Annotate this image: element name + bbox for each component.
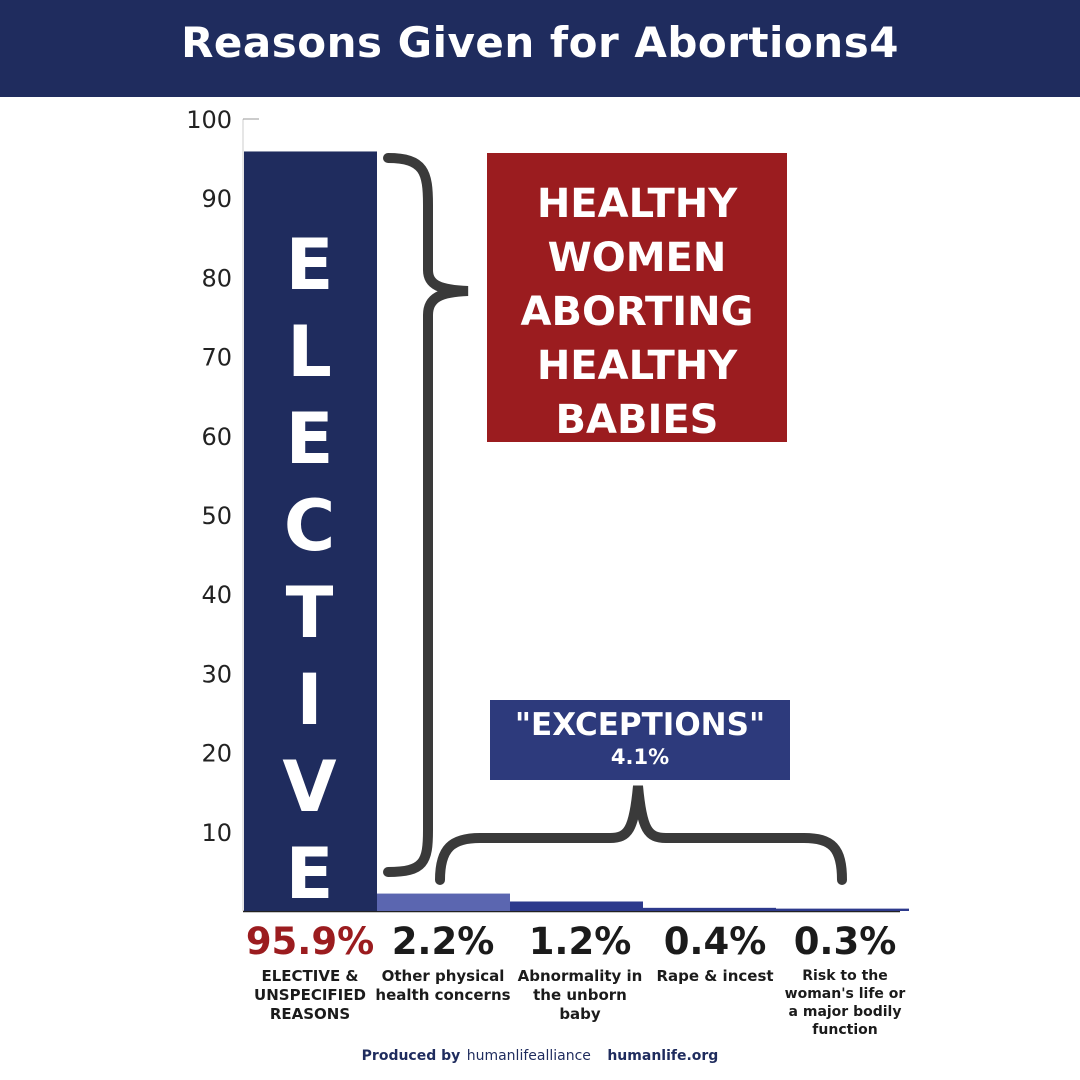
- elective-brace: [383, 153, 469, 877]
- y-tick-label: 90: [201, 185, 232, 213]
- exceptions-total: 4.1%: [610, 745, 670, 769]
- y-tick-label: 50: [201, 502, 232, 530]
- page-title: Reasons Given for Abortions4: [181, 18, 899, 67]
- category-value: 0.3%: [793, 920, 897, 963]
- title-banner: [0, 0, 1080, 97]
- bars: [244, 151, 909, 912]
- category-value: 0.4%: [663, 920, 767, 963]
- website-link[interactable]: humanlife.org: [607, 1048, 719, 1064]
- category-label: Rape & incest: [656, 967, 774, 985]
- category-label: ELECTIVE & UNSPECIFIED REASONS: [254, 967, 366, 1023]
- y-tick-label: 40: [201, 581, 232, 609]
- category-value: 95.9%: [245, 920, 375, 963]
- elective-bar-label: E L E C T I V E: [282, 224, 337, 915]
- y-tick-label: 100: [186, 106, 232, 134]
- brand-logo-text: humanlifealliance: [466, 1048, 591, 1064]
- exceptions-box: "EXCEPTIONS" 4.1%: [490, 700, 790, 780]
- category-value: 1.2%: [528, 920, 632, 963]
- callout-box: HEALTHY WOMEN ABORTING HEALTHY BABIES: [487, 153, 787, 443]
- bar: [643, 907, 776, 911]
- bar: [510, 901, 643, 911]
- category-label: Risk to the woman's life or a major bodi…: [784, 968, 906, 1038]
- y-tick-label: 10: [201, 819, 232, 847]
- y-tick-label: 60: [201, 423, 232, 451]
- y-tick-label: 20: [201, 740, 232, 768]
- category-label: Abnormality in the unborn baby: [517, 967, 643, 1023]
- produced-by-text: Produced by: [361, 1048, 461, 1064]
- footer: Produced by humanlifealliance humanlife.…: [0, 1048, 1080, 1064]
- category-rape-incest: 0.4% Rape & incest: [648, 920, 782, 986]
- category-abnormality: 1.2% Abnormality in the unborn baby: [510, 920, 650, 1024]
- y-axis: 10 20 30 40 50 60 70 80 90 100: [186, 106, 900, 913]
- exceptions-title: "EXCEPTIONS": [514, 707, 766, 743]
- category-value: 2.2%: [391, 920, 495, 963]
- category-physical-health: 2.2% Other physical health concerns: [372, 920, 514, 1005]
- bar: [776, 908, 909, 911]
- bar: [377, 893, 510, 911]
- callout-text: HEALTHY WOMEN ABORTING HEALTHY BABIES: [520, 181, 754, 443]
- category-label: Other physical health concerns: [375, 967, 511, 1004]
- category-life-risk: 0.3% Risk to the woman's life or a major…: [780, 920, 910, 1039]
- category-elective: 95.9% ELECTIVE & UNSPECIFIED REASONS: [238, 920, 382, 1024]
- y-tick-label: 30: [201, 660, 232, 688]
- bar: [244, 151, 377, 912]
- y-tick-label: 70: [201, 344, 232, 372]
- braces: [383, 153, 847, 885]
- exceptions-brace: [435, 785, 847, 885]
- y-tick-label: 80: [201, 264, 232, 292]
